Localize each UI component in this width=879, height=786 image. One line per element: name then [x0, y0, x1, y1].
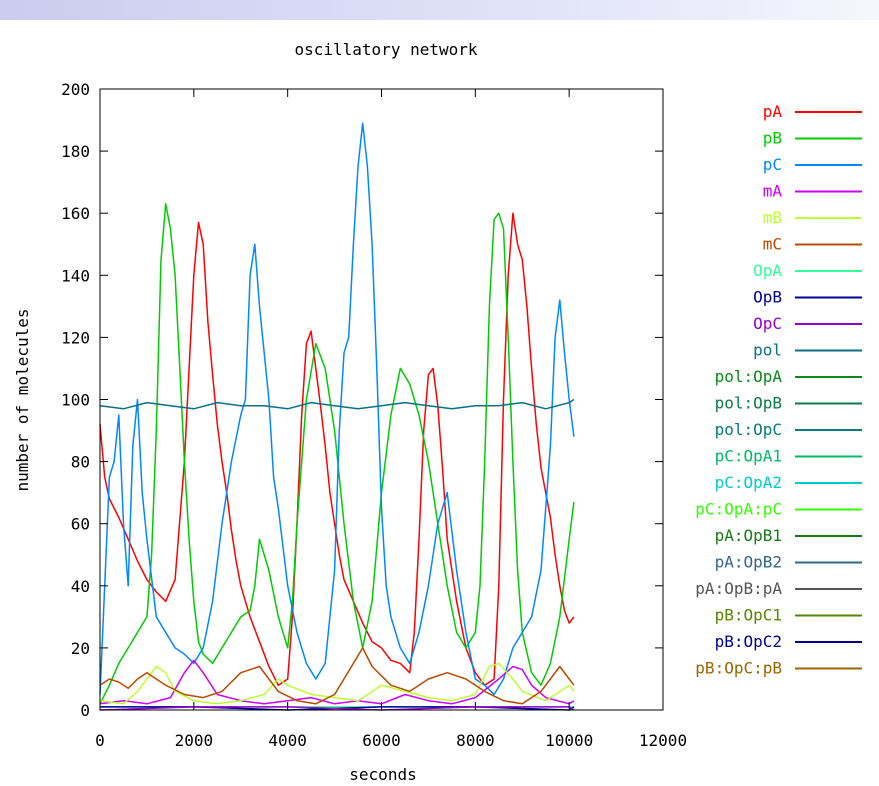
legend: pA pB pC mA mB mC OpA OpB OpC pol pol:OpA pol:OpB po…	[695, 102, 862, 678]
x-axis-label: seconds	[349, 765, 416, 784]
legend-label: pA	[763, 102, 783, 121]
series-line-mc	[99, 647, 575, 705]
y-tick-label: 20	[71, 639, 90, 658]
series-line-pa	[99, 212, 575, 686]
legend-label: OpC	[753, 314, 782, 333]
series-line-pc	[99, 122, 575, 696]
legend-label: mC	[763, 235, 782, 254]
y-tick-label: 0	[80, 701, 90, 720]
legend-label: OpB	[753, 288, 782, 307]
y-tick-label: 100	[61, 391, 90, 410]
x-tick-label: 4000	[268, 731, 307, 750]
y-tick-label: 60	[71, 515, 90, 534]
legend-label: pB:OpC1	[715, 606, 782, 625]
legend-label: pC:OpA1	[715, 447, 782, 466]
legend-label: mA	[763, 182, 783, 201]
y-tick-label: 40	[71, 577, 90, 596]
x-tick-label: 12000	[639, 731, 687, 750]
x-tick-label: 8000	[456, 731, 495, 750]
legend-label: pol:OpC	[715, 420, 782, 439]
series-line-pb	[99, 203, 575, 705]
y-tick-label: 180	[61, 142, 90, 161]
legend-label: pC:OpA:pC	[695, 500, 782, 519]
legend-label: OpA	[753, 261, 782, 280]
x-tick-label: 10000	[545, 731, 593, 750]
series-layer	[99, 122, 575, 711]
legend-label: pB:OpC:pB	[695, 659, 782, 678]
legend-label: pA:OpB1	[715, 526, 782, 545]
legend-label: pC:OpA2	[715, 473, 782, 492]
x-tick-label: 6000	[362, 731, 401, 750]
legend-label: pA:OpB2	[715, 553, 782, 572]
legend-label: pB:OpC2	[715, 632, 782, 651]
series-line-pol	[99, 398, 575, 410]
series-line-mb	[99, 662, 575, 705]
legend-label: mB	[763, 208, 782, 227]
window-top-bar	[0, 0, 879, 20]
legend-label: pC	[763, 155, 782, 174]
legend-label: pol	[753, 341, 782, 360]
y-tick-label: 80	[71, 453, 90, 472]
series-line-ma	[99, 659, 575, 705]
legend-label: pol:OpA	[715, 367, 783, 386]
y-tick-label: 120	[61, 328, 90, 347]
legend-label: pA:OpB:pA	[695, 579, 782, 598]
legend-label: pol:OpB	[715, 394, 782, 413]
chart-title: oscillatory network	[294, 40, 477, 59]
y-tick-label: 200	[61, 80, 90, 99]
legend-label: pB	[763, 129, 782, 148]
y-tick-label: 140	[61, 266, 90, 285]
plot-frame	[99, 88, 664, 711]
x-tick-label: 2000	[175, 731, 214, 750]
y-axis-label: number of molecules	[13, 308, 32, 491]
x-tick-label: 0	[95, 731, 105, 750]
y-tick-label: 160	[61, 204, 90, 223]
